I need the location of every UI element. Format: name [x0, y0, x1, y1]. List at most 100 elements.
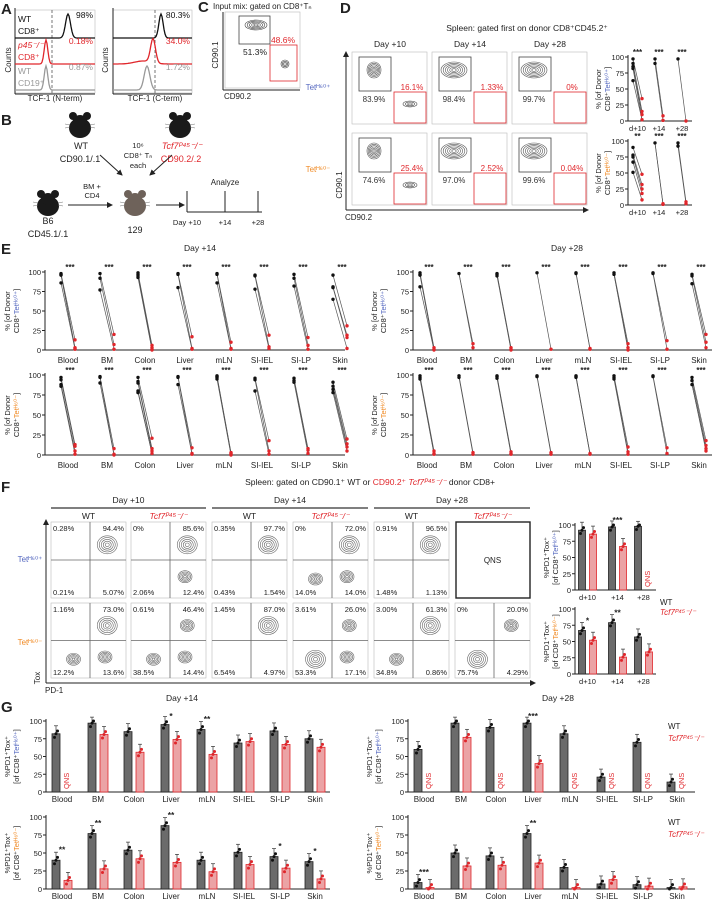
- contour: [531, 149, 537, 153]
- contour: [181, 574, 189, 580]
- x-tick-label: d+10: [629, 124, 646, 133]
- mouse-head: [73, 115, 87, 127]
- ko-point: [102, 732, 106, 736]
- label-part: Tetᴴ⁶⁰⁻: [379, 395, 388, 418]
- ko-point: [640, 172, 644, 176]
- significance-stars: **: [204, 714, 211, 724]
- quadrant-percent: 38.5%: [133, 668, 155, 677]
- pair-line: [458, 377, 474, 455]
- contour: [367, 63, 381, 77]
- wt-point: [574, 271, 578, 276]
- contour: [311, 655, 320, 664]
- wt-bar: [578, 529, 586, 591]
- ko-point: [318, 749, 321, 753]
- ko-point: [211, 870, 215, 874]
- wt-point: [331, 384, 335, 388]
- ko-point: [626, 345, 630, 350]
- ko-point: [539, 858, 542, 862]
- label: CD8⁺ Tₙ: [124, 151, 152, 160]
- wt-point: [199, 858, 203, 862]
- contour: [310, 575, 320, 583]
- ko-point: [213, 867, 216, 871]
- timepoint-label: Day +10: [173, 218, 201, 227]
- y-tick-label: 25: [616, 185, 624, 194]
- ko-point: [283, 746, 286, 750]
- label: WT: [18, 66, 31, 76]
- mouse-ko-donor: [164, 112, 196, 138]
- pair-line: [254, 275, 270, 336]
- label-part: Tetᴴ⁶⁰⁻: [374, 828, 383, 851]
- organ-label: Colon: [124, 795, 145, 804]
- ko-point: [150, 449, 154, 453]
- wt-point: [631, 66, 635, 71]
- day-title: Day +28: [542, 693, 574, 703]
- significance-stars: ***: [104, 366, 114, 375]
- wt-point: [579, 531, 582, 535]
- contour: [341, 571, 353, 582]
- contour: [343, 654, 351, 660]
- ko-point: [73, 347, 77, 351]
- quadrant-percent: 0.35%: [214, 524, 236, 533]
- significance-stars: ***: [182, 366, 192, 375]
- quadrant-percent: 53.3%: [295, 668, 317, 677]
- wt-point: [331, 380, 335, 384]
- wt-point: [331, 387, 335, 392]
- ko-point: [283, 870, 286, 874]
- organ-label: Colon: [124, 892, 145, 900]
- wt-point: [601, 879, 604, 883]
- wt-point: [635, 740, 639, 744]
- ko-point: [345, 335, 349, 340]
- ko-point: [345, 324, 349, 328]
- ko-bar: [281, 744, 291, 793]
- ko-point: [549, 347, 553, 351]
- pair-line: [654, 142, 664, 205]
- y-tick-label: 50: [34, 849, 42, 858]
- y-axis-label: CD90.1: [211, 41, 220, 69]
- wt-point: [418, 878, 421, 882]
- ko-point: [665, 451, 669, 456]
- organ-label: Skin: [307, 892, 323, 900]
- contour: [102, 621, 112, 630]
- pair-line: [177, 377, 193, 454]
- label-part: Tetᴴ⁶⁰⁺: [374, 731, 383, 754]
- percent-label: 0.87%: [69, 62, 94, 72]
- wt-point: [90, 721, 94, 725]
- y-tick-label: 100: [391, 717, 404, 726]
- panel-label-c: C: [198, 0, 209, 16]
- y-tick-label: 75: [401, 288, 409, 297]
- wt-point: [487, 857, 490, 861]
- pair-line: [254, 378, 270, 441]
- ko-point: [267, 438, 271, 443]
- wt-point: [274, 726, 277, 730]
- pair-line: [691, 380, 707, 446]
- pair-line: [458, 273, 474, 348]
- ko-point: [626, 450, 630, 454]
- y-tick-label: 0: [38, 885, 42, 894]
- contour: [246, 20, 266, 30]
- wt-point: [579, 632, 582, 636]
- quadrant-percent: 14.4%: [183, 668, 205, 677]
- wt-point: [215, 272, 219, 277]
- pair-line: [332, 382, 348, 440]
- genotype-label: Tcf7ᴾ⁴⁵⁻/⁻: [311, 511, 351, 521]
- wt-point: [612, 377, 616, 381]
- wt-point: [631, 57, 635, 61]
- y-tick-label: 0: [37, 346, 41, 355]
- ko-point: [537, 861, 541, 865]
- contour: [370, 146, 378, 156]
- organ-label: SI-IEL: [596, 892, 619, 900]
- wt-point: [525, 832, 529, 836]
- wt-point: [599, 882, 603, 886]
- ko-point: [150, 348, 154, 352]
- pair-line: [632, 172, 643, 200]
- ko-point: [319, 877, 323, 881]
- ko-point: [681, 885, 685, 889]
- contour: [525, 145, 543, 157]
- y-tick-label: 50: [401, 307, 409, 316]
- x-tick-label: +14: [653, 124, 666, 133]
- wt-point: [201, 855, 204, 859]
- flow-plot-frame: [351, 132, 428, 206]
- contour: [259, 537, 277, 553]
- contour: [367, 144, 381, 158]
- x-axis-label: PD-1: [45, 686, 64, 695]
